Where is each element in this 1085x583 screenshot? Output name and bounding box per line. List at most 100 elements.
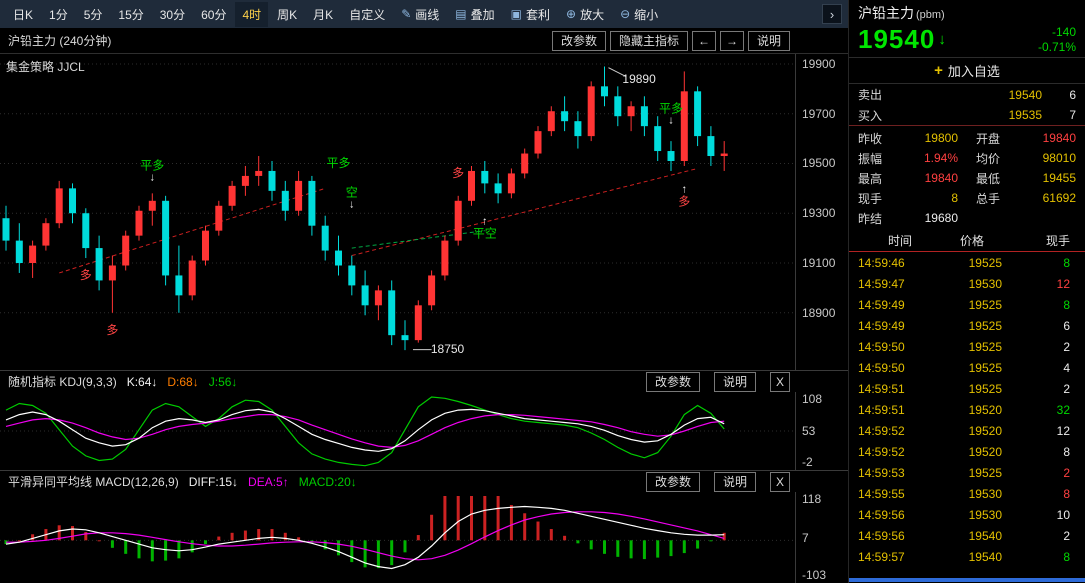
annotation-overlay: 多多平多↓平多空↓多↑平空平多↓↑多1989018750 [0, 54, 795, 370]
annotation-text: 空 [346, 187, 358, 199]
tape-row: 14:59:50195254 [849, 357, 1085, 378]
stat-value: 98010 [1043, 151, 1076, 165]
toolbar-item-label: 叠加 [471, 6, 495, 23]
stat-value: 61692 [1043, 191, 1076, 205]
toolbar-item-15min[interactable]: 15分 [111, 2, 150, 27]
tape-row: 14:59:471953012 [849, 273, 1085, 294]
tape-price: 19520 [942, 403, 1002, 417]
down-arrow-icon: ↓ [668, 115, 674, 125]
annotation-text: 19890 [622, 73, 655, 85]
contract-unit: (pbm) [916, 9, 945, 21]
next-arrow-button[interactable]: → [720, 31, 744, 51]
kdj-close-button[interactable]: X [770, 372, 790, 392]
toolbar-item-30min[interactable]: 30分 [153, 2, 192, 27]
tape-time: 14:59:57 [858, 550, 942, 564]
toolbar-item-label: 画线 [415, 6, 439, 23]
tape-volume: 12 [1002, 424, 1076, 438]
kdj-axis-label: 53 [802, 424, 815, 438]
tape-price: 19540 [942, 529, 1002, 543]
macd-header: 平滑异同平均线 MACD(12,26,9) DIFF:15↓ DEA:5↑ MA… [0, 470, 848, 492]
chart-annotation: 多 [80, 269, 92, 281]
period-toolbar: 日K1分5分15分30分60分4时周K月K自定义✎画线▤叠加▣套利⊕放大⊖缩小 … [0, 0, 848, 28]
add-watchlist-button[interactable]: + 加入自选 [849, 58, 1085, 84]
kdj-j-value: J:56↓ [209, 375, 238, 389]
toolbar-item-label: 60分 [201, 6, 226, 23]
kdj-k-line [6, 409, 724, 451]
tape-price: 19520 [942, 445, 1002, 459]
tape-time: 14:59:56 [858, 508, 942, 522]
up-arrow-icon: ↑ [682, 184, 688, 194]
toolbar-item-custom-period[interactable]: 自定义 [342, 2, 392, 27]
macd-help-button[interactable]: 说明 [714, 472, 756, 492]
toolbar-item-1min[interactable]: 1分 [42, 2, 75, 27]
toolbar-item-arbitrage[interactable]: ▣套利 [504, 2, 557, 27]
stat-label: 开盘 [976, 130, 1000, 147]
kdj-title: 随机指标 KDJ(9,3,3) [8, 373, 117, 390]
candlestick-plot[interactable]: 多多平多↓平多空↓多↑平空平多↓↑多1989018750 集金策略 JJCL [0, 54, 795, 370]
macd-close-button[interactable]: X [770, 472, 790, 492]
tape-row: 14:59:51195252 [849, 378, 1085, 399]
toolbar-item-monthly-k[interactable]: 月K [306, 2, 340, 27]
hide-main-indicator-button[interactable]: 隐藏主指标 [610, 31, 688, 51]
chart-annotation: 多 [452, 167, 464, 179]
tape-row: 14:59:55195308 [849, 483, 1085, 504]
toolbar-item-5min[interactable]: 5分 [77, 2, 110, 27]
kdj-axis-label: -2 [802, 455, 813, 469]
tape-row: 14:59:521952012 [849, 420, 1085, 441]
up-arrow-icon: ↑ [482, 217, 488, 227]
macd-plot [0, 492, 795, 583]
kdj-help-button[interactable]: 说明 [714, 372, 756, 392]
annotation-text: 平多 [659, 102, 683, 114]
tape-row: 14:59:49195256 [849, 315, 1085, 336]
toolbar-item-60min[interactable]: 60分 [194, 2, 233, 27]
toolbar-item-label: 月K [313, 6, 333, 23]
toolbar-item-4hour[interactable]: 4时 [235, 2, 268, 27]
futures-trading-app: 日K1分5分15分30分60分4时周K月K自定义✎画线▤叠加▣套利⊕放大⊖缩小 … [0, 0, 1085, 583]
strategy-label: 集金策略 JJCL [6, 58, 85, 75]
annotation-text: 平多 [140, 159, 164, 171]
prev-arrow-button[interactable]: ← [692, 31, 716, 51]
tape-list[interactable]: 14:59:4619525814:59:47195301214:59:49195… [849, 252, 1085, 583]
kdj-change-params-button[interactable]: 改参数 [646, 372, 700, 392]
toolbar-item-draw-line[interactable]: ✎画线 [394, 2, 446, 27]
chart-section: 日K1分5分15分30分60分4时周K月K自定义✎画线▤叠加▣套利⊕放大⊖缩小 … [0, 0, 848, 583]
stat-cell: 最高19840 [849, 168, 967, 188]
tape-volume: 2 [1002, 382, 1076, 396]
bid-qty: 7 [1042, 108, 1076, 122]
change-params-button[interactable]: 改参数 [552, 31, 606, 51]
toolbar-item-daily-k[interactable]: 日K [6, 2, 40, 27]
toolbar-item-weekly-k[interactable]: 周K [270, 2, 304, 27]
stat-cell: 总手61692 [967, 188, 1085, 208]
price-axis-label: 19500 [802, 156, 835, 170]
tape-price: 19525 [942, 298, 1002, 312]
toolbar-item-zoom-in[interactable]: ⊕放大 [559, 2, 611, 27]
kdj-d-value: D:68↓ [167, 375, 198, 389]
bottom-scrollbar[interactable] [849, 578, 1085, 582]
price-axis-label: 19700 [802, 107, 835, 121]
macd-title: 平滑异同平均线 MACD(12,26,9) [8, 473, 179, 490]
tape-time: 14:59:52 [858, 445, 942, 459]
expand-toolbar-button[interactable]: › [822, 4, 842, 24]
tape-time: 14:59:50 [858, 361, 942, 375]
tape-time: 14:59:50 [858, 340, 942, 354]
main-chart-panel: 多多平多↓平多空↓多↑平空平多↓↑多1989018750 集金策略 JJCL 1… [0, 54, 848, 370]
tape-row: 14:59:561953010 [849, 504, 1085, 525]
help-button[interactable]: 说明 [748, 31, 790, 51]
macd-change-params-button[interactable]: 改参数 [646, 472, 700, 492]
bid-row: 买入 19535 7 [849, 105, 1085, 126]
quote-stats: 昨收19800开盘19840振幅1.94%均价98010最高19840最低194… [849, 126, 1085, 230]
stat-value: 1.94% [924, 151, 958, 165]
tape-col-time: 时间 [858, 232, 942, 249]
ask-qty: 6 [1042, 88, 1076, 102]
plus-icon: + [934, 62, 943, 79]
toolbar-item-overlay[interactable]: ▤叠加 [448, 2, 501, 27]
annotation-text: 18750 [431, 343, 464, 355]
chart-annotation: 平多 [326, 157, 350, 169]
toolbar-item-zoom-out[interactable]: ⊖缩小 [613, 2, 665, 27]
kdj-axis: 10853-2 [795, 392, 848, 470]
change-value: -140 [1052, 25, 1076, 40]
stat-value: 19800 [925, 131, 958, 145]
chart-annotation: 平多↓ [659, 102, 683, 125]
down-arrow-icon: ↓ [150, 172, 156, 182]
tape-volume: 8 [1002, 445, 1076, 459]
